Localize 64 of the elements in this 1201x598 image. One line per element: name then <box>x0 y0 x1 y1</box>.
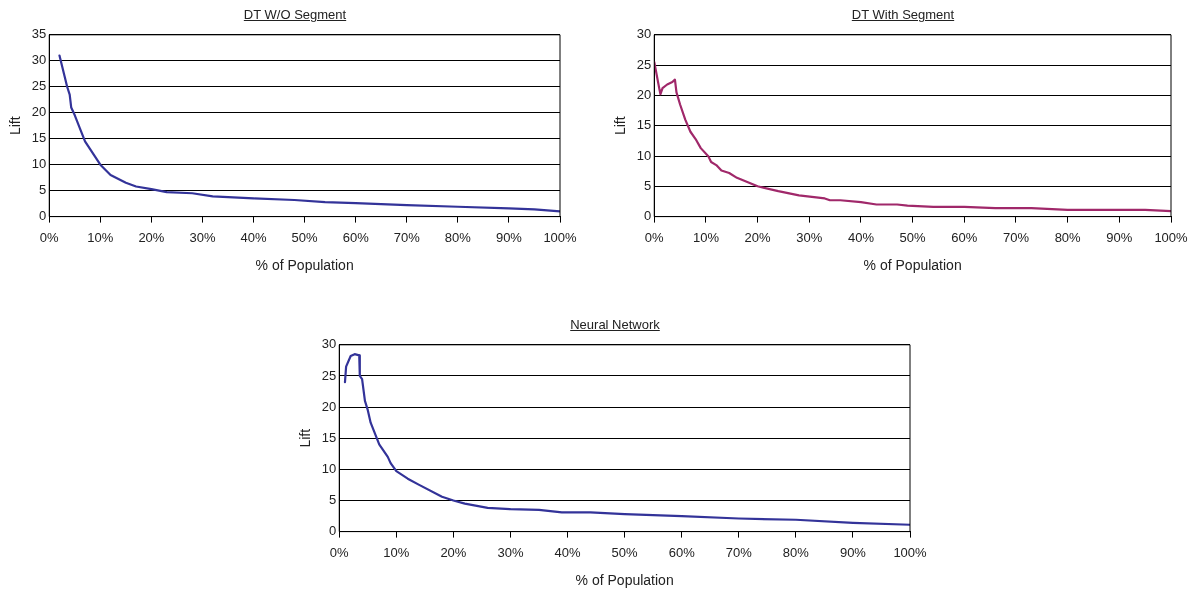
x-tick-label: 100% <box>1154 229 1189 245</box>
y-tick-label: 15 <box>321 429 337 445</box>
y-tick-label: 20 <box>636 86 652 102</box>
x-tick-label: 30% <box>189 229 216 245</box>
y-tick-label: 20 <box>321 398 337 414</box>
x-tick-label: 0% <box>644 229 665 245</box>
x-tick-label: 90% <box>1106 229 1133 245</box>
y-tick-label: 15 <box>636 117 652 133</box>
x-tick-label: 80% <box>782 544 810 560</box>
y-tick-label: 30 <box>31 52 47 68</box>
y-tick-label: 10 <box>321 460 337 476</box>
x-tick-label: 100% <box>543 229 578 245</box>
x-tick-label: 10% <box>383 544 410 560</box>
y-tick-label: 0 <box>644 208 652 224</box>
y-tick-label: 5 <box>644 177 652 193</box>
y-tick-label: 15 <box>31 130 47 146</box>
x-tick-label: 50% <box>899 229 927 245</box>
x-tick-label: 80% <box>1054 229 1082 245</box>
x-tick-label: 60% <box>342 229 370 245</box>
x-axis-title: % of Population <box>575 572 674 589</box>
x-tick-label: 40% <box>847 229 875 245</box>
y-tick-label: 10 <box>31 156 47 172</box>
chart-title: DT W/O Segment <box>242 6 348 24</box>
chart-title: DT With Segment <box>850 6 956 24</box>
x-tick-label: 90% <box>495 229 523 245</box>
x-tick-label: 20% <box>440 544 467 560</box>
x-tick-label: 70% <box>1002 229 1030 245</box>
x-tick-label: 10% <box>87 229 114 245</box>
y-axis-title: Lift <box>7 116 24 136</box>
x-tick-label: 0% <box>39 229 60 245</box>
x-tick-label: 40% <box>240 229 267 245</box>
x-tick-label: 70% <box>725 544 753 560</box>
x-tick-label: 30% <box>497 544 524 560</box>
y-axis-title: Lift <box>297 428 314 448</box>
y-tick-label: 10 <box>636 147 652 163</box>
y-tick-label: 5 <box>39 182 47 198</box>
y-tick-label: 25 <box>636 56 652 72</box>
x-tick-label: 60% <box>668 544 696 560</box>
x-tick-label: 80% <box>444 229 472 245</box>
x-tick-label: 30% <box>796 229 823 245</box>
x-axis-title: % of Population <box>863 257 962 274</box>
y-tick-label: 0 <box>39 208 47 224</box>
y-tick-label: 20 <box>31 104 47 120</box>
x-tick-label: 90% <box>839 544 867 560</box>
chart-title: Neural Network <box>569 316 661 334</box>
x-tick-label: 70% <box>393 229 421 245</box>
x-axis-title: % of Population <box>255 257 354 274</box>
x-tick-label: 0% <box>329 544 350 560</box>
y-tick-label: 25 <box>321 367 337 383</box>
y-tick-label: 30 <box>321 336 337 352</box>
y-tick-label: 0 <box>329 523 337 539</box>
x-tick-label: 60% <box>951 229 978 245</box>
x-tick-label: 20% <box>138 229 165 245</box>
x-tick-label: 50% <box>291 229 319 245</box>
x-tick-label: 100% <box>893 544 928 560</box>
x-tick-label: 10% <box>692 229 720 245</box>
y-axis-title: Lift <box>612 116 629 136</box>
y-tick-label: 5 <box>329 492 337 508</box>
x-tick-label: 50% <box>611 544 639 560</box>
y-tick-label: 25 <box>31 78 47 94</box>
y-tick-label: 30 <box>636 26 652 42</box>
x-tick-label: 40% <box>554 544 581 560</box>
x-tick-label: 20% <box>744 229 772 245</box>
y-tick-label: 35 <box>31 26 47 42</box>
